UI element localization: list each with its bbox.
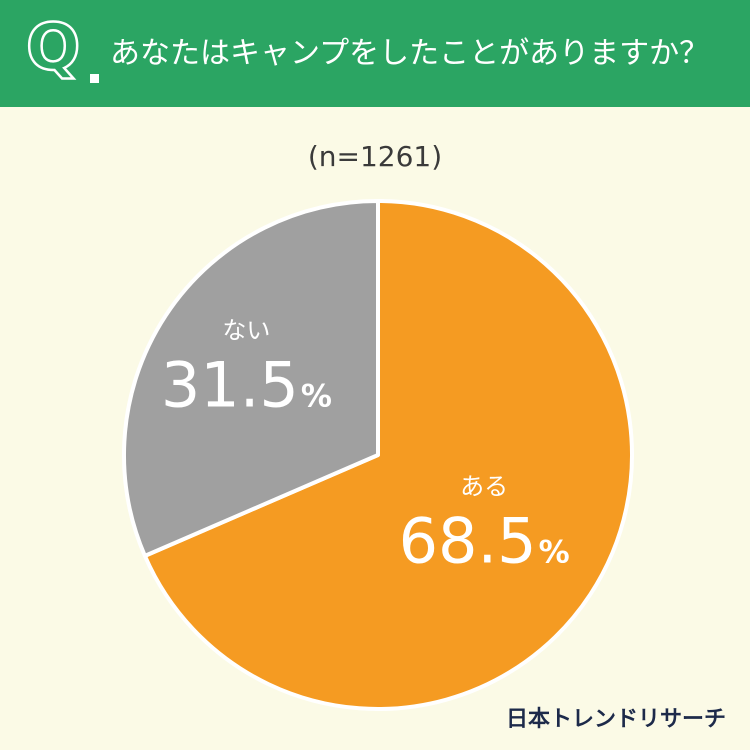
- slice-value-label-0: 68.5%: [399, 505, 570, 578]
- question-header: Q あなたはキャンプをしたことがありますか？: [0, 0, 750, 107]
- slice-category-label-1: ない: [222, 317, 270, 345]
- question-text: あなたはキャンプをしたことがありますか？: [110, 36, 710, 71]
- sample-size: (n=1261): [307, 140, 443, 173]
- q-icon: Q: [25, 15, 106, 88]
- slice-value-label-1: 31.5%: [161, 349, 332, 422]
- pie-slice-1: [122, 199, 380, 558]
- q-dot: [90, 74, 99, 83]
- q-letter: Q: [25, 11, 82, 85]
- slice-category-label-0: ある: [460, 473, 508, 501]
- pie-slice-0: [142, 199, 634, 711]
- brand-logo: 日本トレンドリサーチ: [505, 707, 726, 732]
